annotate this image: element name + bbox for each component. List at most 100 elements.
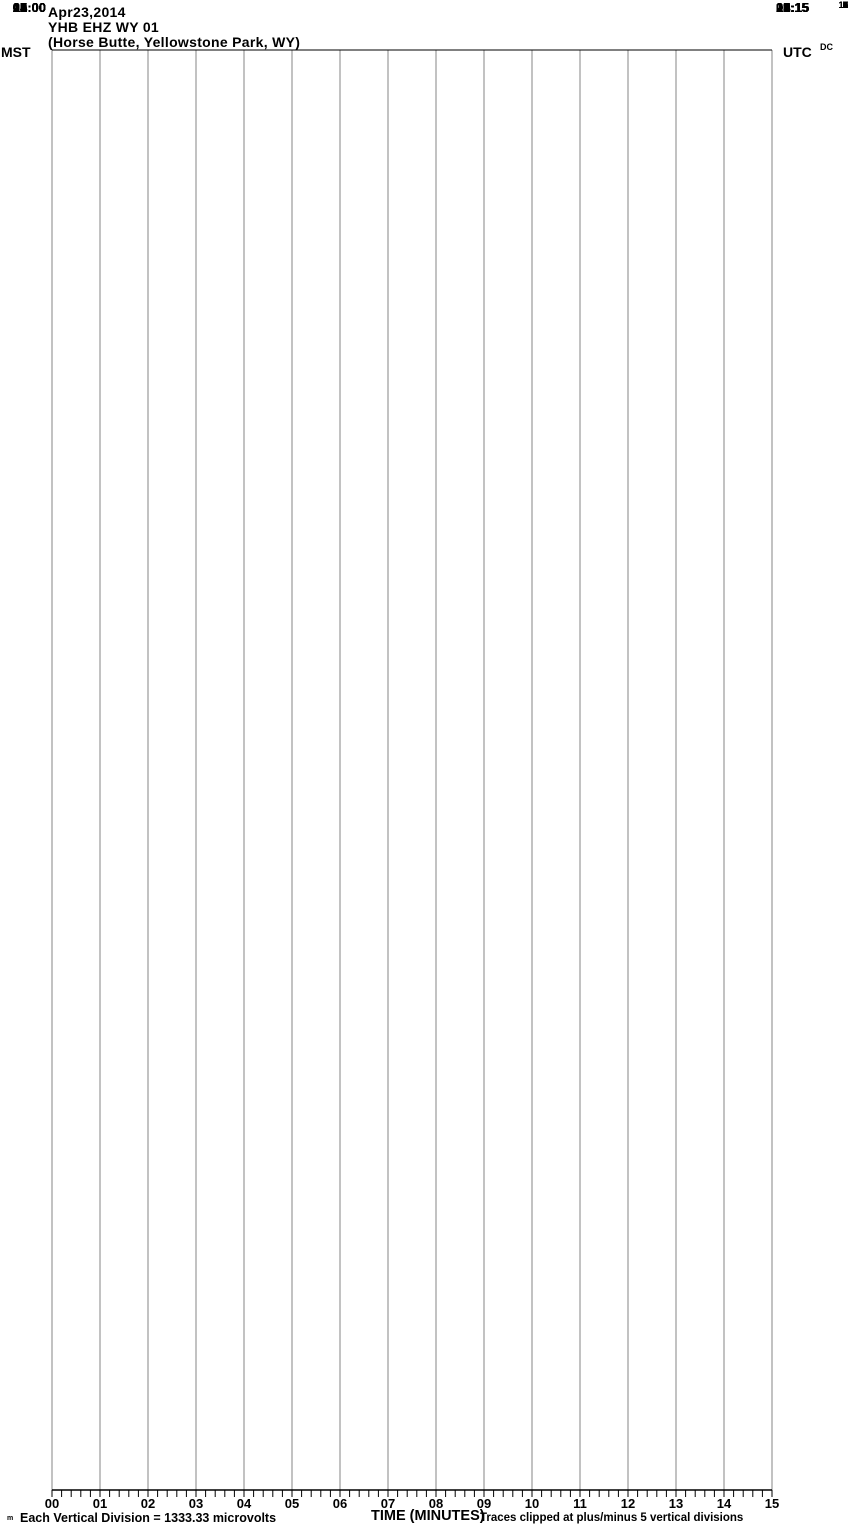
division-note: Each Vertical Division = 1333.33 microvo… [20,1511,277,1525]
dc-value: 6 [842,0,848,10]
dc-value: 4 [842,0,848,10]
dc-value: 5 [842,0,848,10]
x-tick-label: 00 [44,1496,60,1511]
dc-value: 7 [842,0,848,10]
dc-value: 7 [842,0,848,10]
dc-value: 5 [842,0,848,10]
dc-value: 5 [842,0,848,10]
dc-value: 5 [842,0,848,10]
utc-hour-label: 23:15 [776,0,810,15]
dc-value: 9 [842,0,848,10]
x-tick-label: 11 [573,1496,587,1511]
clip-note: Traces clipped at plus/minus 5 vertical … [480,1512,744,1524]
dc-value: 7 [842,0,848,10]
dc-value: 7 [842,0,848,10]
dc-column-label: DC [820,42,833,52]
dc-value: 7 [842,0,848,10]
dc-value: 2 [842,0,848,10]
dc-value: 11 [838,0,848,10]
dc-value: 3 [842,0,848,10]
dc-value: 4 [842,0,848,10]
x-tick-label: 12 [620,1496,636,1511]
dc-value: 5 [842,0,848,10]
dc-value: 4 [842,0,848,10]
mst-hour-label: 22:00 [12,0,46,15]
dc-value: 7 [842,0,848,10]
x-tick-label: 05 [284,1496,300,1511]
dc-value: 3 [842,0,848,10]
mst-hour-label: 06:00 [12,0,46,15]
mst-hour-label: 04:00 [12,0,46,15]
dc-value: 5 [842,0,848,10]
dc-value: 3 [842,0,848,10]
dc-value: 6 [842,0,848,10]
x-tick-label: 15 [764,1496,780,1511]
dc-value: 6 [842,0,848,10]
dc-value: 8 [842,0,848,10]
dc-value: 7 [842,0,848,10]
mst-hour-label: 12:00 [12,0,46,15]
dc-value: 7 [842,0,848,10]
dc-value: 7 [842,0,848,10]
x-tick-label: 04 [236,1496,252,1511]
mst-hour-label: 11:00 [13,0,46,15]
dc-value: 3 [842,0,848,10]
station-location: (Horse Butte, Yellowstone Park, WY) [48,34,301,50]
dc-value: 4 [842,0,848,10]
dc-value: 3 [842,0,848,10]
dc-value: 4 [842,0,848,10]
dc-value: 8 [842,0,848,10]
dc-value: 5 [842,0,848,10]
mst-hour-label: 23:00 [12,0,46,15]
utc-hour-label: 05:15 [776,0,810,15]
dc-value: 5 [842,0,848,10]
record-date: Apr23,2014 [48,4,126,20]
dc-value: 0 [842,0,848,10]
dc-value: 5 [842,0,848,10]
mst-hour-label: 10:00 [12,0,46,15]
dc-value: 4 [842,0,848,10]
dc-value: 7 [842,0,848,10]
mst-hour-label: 18:00 [12,0,46,15]
dc-value: 5 [842,0,848,10]
dc-value: 7 [842,0,848,10]
dc-value: 8 [842,0,848,10]
mst-hour-label: 08:00 [12,0,46,15]
dc-value: 4 [842,0,848,10]
dc-value: 5 [842,0,848,10]
dc-value: 5 [842,0,848,10]
utc-hour-label: 06:15 [776,0,810,15]
x-tick-label: 10 [524,1496,540,1511]
dc-value: 7 [842,0,848,10]
dc-value: 5 [842,0,848,10]
mst-hour-label: 14:00 [12,0,46,15]
dc-value: 3 [842,0,848,10]
x-tick-label: 01 [92,1496,108,1511]
dc-value: 7 [842,0,848,10]
dc-value: 5 [842,0,848,10]
dc-value: 3 [842,0,848,10]
dc-value: 7 [842,0,848,10]
dc-value: 0 [842,0,848,10]
utc-hour-label: 18:15 [776,0,810,15]
dc-value: 3 [842,0,848,10]
mst-hour-label: 17:00 [12,0,46,15]
dc-value: 9 [842,0,848,10]
dc-value: 3 [842,0,848,10]
mst-hour-label: 02:00 [12,0,46,15]
utc-hour-label: 02:15 [776,0,810,15]
dc-value: 8 [842,0,848,10]
dc-value: 5 [842,0,848,10]
dc-value: 1 [842,0,848,10]
dc-value: 11 [838,0,848,10]
mst-hour-label: 16:00 [12,0,46,15]
utc-hour-label: 03:15 [776,0,810,15]
mst-hour-label: 20:00 [12,0,46,15]
dc-value: 6 [842,0,848,10]
mst-hour-label: 03:00 [12,0,46,15]
x-tick-label: 07 [380,1496,396,1511]
x-tick-label: 03 [188,1496,204,1511]
utc-hour-label: 04:15 [776,0,810,15]
